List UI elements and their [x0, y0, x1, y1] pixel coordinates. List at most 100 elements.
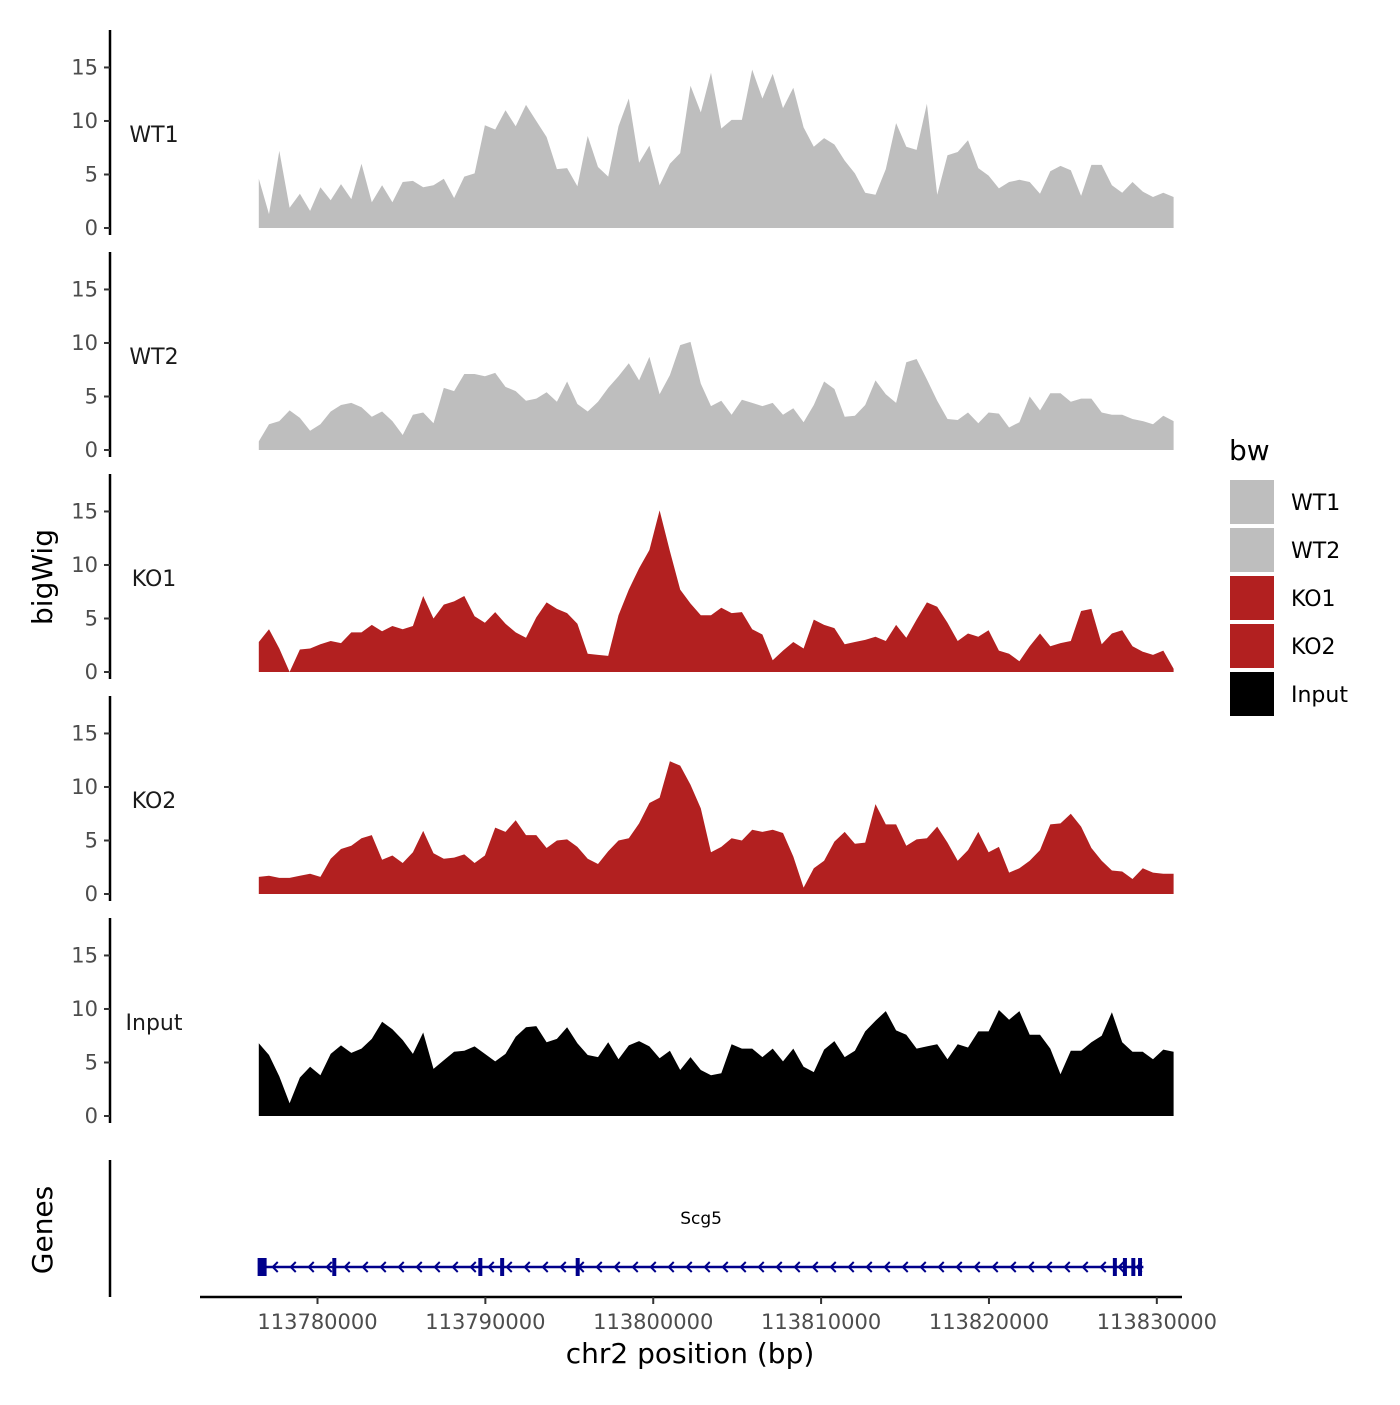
y-tick-label-15: 15: [71, 55, 98, 79]
gene-exon: [1131, 1258, 1136, 1276]
x-tick-label: 113830000: [1097, 1310, 1217, 1334]
x-axis: 113780000 113790000 113800000 113810000 1138…: [200, 1295, 1217, 1334]
strand-arrow: [775, 1261, 783, 1273]
y-tick-label-10: 10: [71, 997, 98, 1021]
strand-arrow: [811, 1261, 819, 1273]
strand-arrow: [901, 1261, 909, 1273]
legend-entry-wt2: WT2: [1230, 528, 1340, 572]
strand-arrow: [739, 1261, 747, 1273]
legend-entry-ko1: KO1: [1230, 576, 1336, 620]
strand-arrow: [271, 1261, 279, 1273]
strand-arrow: [955, 1261, 963, 1273]
y-tick-label-10: 10: [71, 331, 98, 355]
strand-arrow: [667, 1261, 675, 1273]
strand-arrow: [973, 1261, 981, 1273]
gene-exon: [1112, 1258, 1117, 1276]
legend-entry-input: Input: [1230, 672, 1348, 716]
strand-arrow: [1027, 1261, 1035, 1273]
genes-panel-title: Genes: [26, 1186, 59, 1274]
signal-area-ko2: [258, 761, 1174, 894]
strand-arrow: [361, 1261, 369, 1273]
strand-arrow: [397, 1261, 405, 1273]
strand-arrow: [343, 1261, 351, 1273]
strand-arrow: [595, 1261, 603, 1273]
signal-area-ko1: [258, 510, 1174, 672]
y-tick-label-0: 0: [85, 882, 98, 906]
strand-arrow: [613, 1261, 621, 1273]
strand-arrow: [829, 1261, 837, 1273]
strand-arrow: [649, 1261, 657, 1273]
track-label-input: Input: [126, 1011, 183, 1036]
y-axis-title: bigWig: [26, 529, 59, 625]
y-tick-label-5: 5: [85, 162, 98, 186]
strand-arrow: [721, 1261, 729, 1273]
track-input: 0 5 10 15 Input: [71, 918, 1174, 1128]
strand-arrow: [433, 1261, 441, 1273]
y-tick-label-5: 5: [85, 606, 98, 630]
x-axis-title: chr2 position (bp): [566, 1337, 815, 1370]
gene-exon: [1122, 1258, 1127, 1276]
legend-label-ko2: KO2: [1291, 635, 1336, 660]
legend-title: bw: [1229, 434, 1270, 467]
strand-arrow: [1117, 1261, 1125, 1273]
strand-arrow: [937, 1261, 945, 1273]
strand-arrow: [757, 1261, 765, 1273]
gene-exon: [575, 1258, 580, 1276]
legend-swatch-ko2: [1230, 624, 1274, 668]
y-tick-label-0: 0: [85, 660, 98, 684]
gene-name-label: Scg5: [680, 1209, 722, 1229]
y-tick-label-15: 15: [71, 499, 98, 523]
track-ko1: 0 5 10 15 KO1: [71, 474, 1174, 684]
y-tick-label-0: 0: [85, 438, 98, 462]
track-wt1: 0 5 10 15 WT1: [71, 30, 1174, 240]
y-tick-label-10: 10: [71, 775, 98, 799]
strand-arrow: [415, 1261, 423, 1273]
strand-arrow: [1099, 1261, 1107, 1273]
strand-arrow: [523, 1261, 531, 1273]
x-tick-label: 113810000: [761, 1310, 881, 1334]
signal-area-wt2: [258, 341, 1174, 450]
strand-arrow: [793, 1261, 801, 1273]
x-tick-label: 113790000: [425, 1310, 545, 1334]
strand-arrow: [487, 1261, 495, 1273]
track-wt2: 0 5 10 15 WT2: [71, 252, 1174, 462]
track-ko2: 0 5 10 15 KO2: [71, 696, 1174, 906]
strand-arrow: [631, 1261, 639, 1273]
legend-swatch-ko1: [1230, 576, 1274, 620]
strand-arrow: [919, 1261, 927, 1273]
track-label-wt1: WT1: [129, 123, 178, 148]
signal-area-input: [258, 1010, 1174, 1116]
strand-arrow: [847, 1261, 855, 1273]
gene-exon: [500, 1258, 505, 1276]
y-tick-label-15: 15: [71, 277, 98, 301]
y-tick-label-10: 10: [71, 553, 98, 577]
strand-arrow: [1045, 1261, 1053, 1273]
y-tick-label-15: 15: [71, 721, 98, 745]
gene-exon: [332, 1258, 337, 1276]
legend-label-wt2: WT2: [1291, 539, 1340, 564]
strand-arrow: [469, 1261, 477, 1273]
legend-entry-wt1: WT1: [1230, 480, 1340, 524]
legend-label-input: Input: [1291, 683, 1348, 708]
legend-label-wt1: WT1: [1291, 491, 1340, 516]
gene-panel: Scg5: [108, 1160, 1144, 1297]
strand-arrow: [703, 1261, 711, 1273]
strand-arrow: [865, 1261, 873, 1273]
y-tick-label-0: 0: [85, 1104, 98, 1128]
gene-exon: [1138, 1258, 1143, 1276]
x-tick-label: 113780000: [257, 1310, 377, 1334]
strand-arrow: [289, 1261, 297, 1273]
strand-arrow: [541, 1261, 549, 1273]
signal-area-wt1: [258, 69, 1174, 228]
gene-exon: [257, 1258, 267, 1276]
strand-arrow: [505, 1261, 513, 1273]
strand-arrow: [1063, 1261, 1071, 1273]
strand-arrow: [685, 1261, 693, 1273]
y-tick-label-15: 15: [71, 943, 98, 967]
track-label-ko1: KO1: [132, 567, 177, 592]
strand-arrow: [883, 1261, 891, 1273]
legend-entry-ko2: KO2: [1230, 624, 1336, 668]
legend-swatch-wt2: [1230, 528, 1274, 572]
